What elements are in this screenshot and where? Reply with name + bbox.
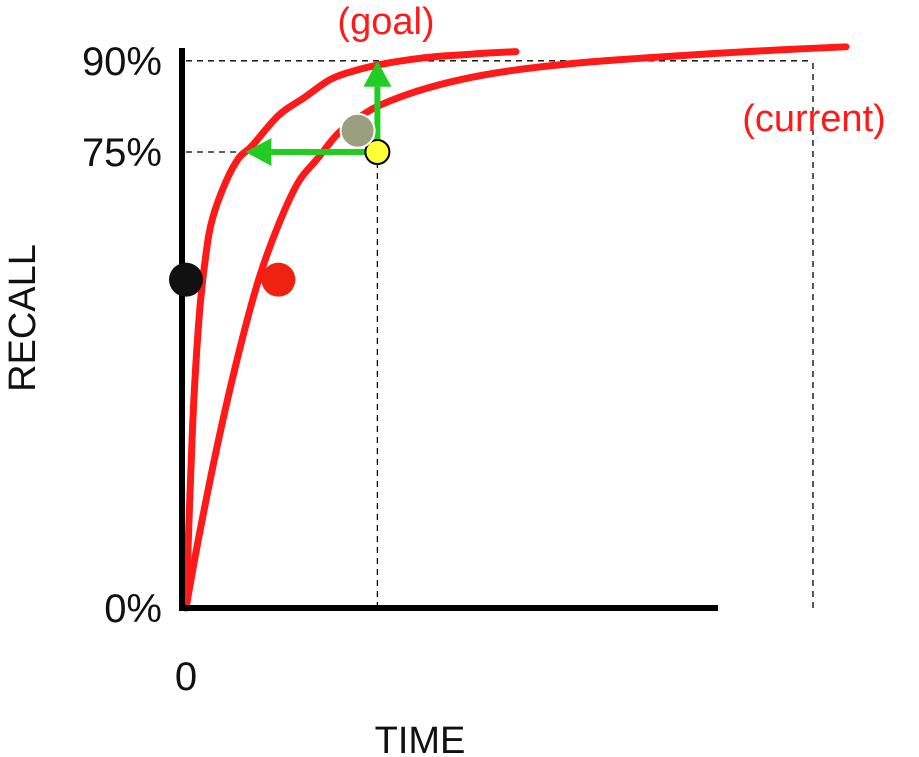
arrow-head (245, 138, 272, 166)
current-series-label: (current) (742, 98, 886, 140)
target-point-marker (339, 112, 376, 149)
axes (179, 48, 718, 611)
x-axis-title: TIME (375, 720, 466, 757)
reference-lines (186, 60, 814, 608)
axis-point-marker (169, 262, 203, 297)
goal-series-label: (goal) (337, 1, 434, 43)
y-axis-title: RECALL (2, 244, 44, 392)
y-tick-label: 75% (82, 131, 162, 175)
y-tick-label: 0% (104, 587, 162, 631)
arrow-head (363, 60, 392, 87)
markers (169, 112, 391, 297)
x-tick-label: 0 (175, 655, 197, 699)
red-point-marker (261, 262, 296, 297)
goal-curve (182, 48, 520, 612)
labels: 0% 75% 90% 0 TIME RECALL (goal) (current… (2, 1, 886, 757)
y-tick-label: 90% (82, 40, 162, 84)
current-point-marker (364, 139, 391, 165)
